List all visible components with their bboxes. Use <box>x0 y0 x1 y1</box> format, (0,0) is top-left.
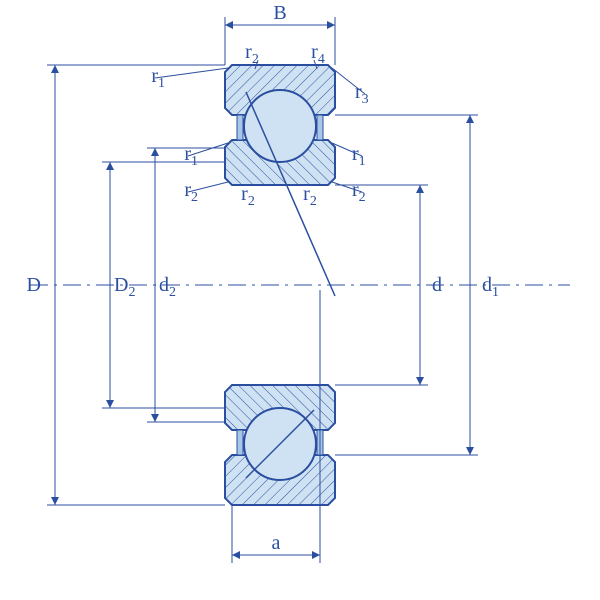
svg-text:r1: r1 <box>151 65 165 91</box>
svg-text:d2: d2 <box>159 274 176 300</box>
svg-text:a: a <box>272 532 281 554</box>
svg-text:r2: r2 <box>352 179 366 205</box>
svg-text:r2: r2 <box>241 183 255 209</box>
bearing-diagram: BaDD2d2dd1r1r2r4r3r1r2r1r2r2r2 <box>0 0 600 600</box>
svg-text:D: D <box>27 274 41 296</box>
svg-text:r2: r2 <box>184 179 198 205</box>
svg-text:r1: r1 <box>352 143 366 169</box>
svg-text:B: B <box>273 2 286 24</box>
svg-text:r2: r2 <box>303 183 317 209</box>
svg-text:d1: d1 <box>482 274 499 300</box>
svg-text:r4: r4 <box>311 41 325 67</box>
svg-text:r3: r3 <box>355 81 369 107</box>
svg-text:r1: r1 <box>184 143 198 169</box>
svg-text:d: d <box>432 274 442 296</box>
svg-text:D2: D2 <box>114 274 135 300</box>
